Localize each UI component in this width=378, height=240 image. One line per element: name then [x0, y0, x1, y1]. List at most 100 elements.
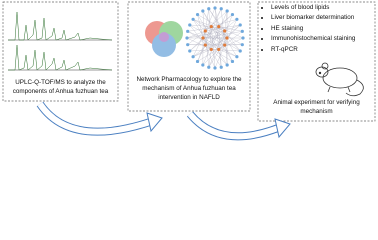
network-edge: [187, 31, 219, 50]
network-node: [219, 65, 223, 69]
network-edge: [208, 49, 212, 68]
network-edge: [193, 49, 212, 57]
network-edge: [205, 30, 228, 66]
network-edge: [187, 26, 219, 32]
step-label: Animal experiment for verifying mechanis…: [273, 99, 360, 115]
network-edge: [208, 30, 225, 68]
network-node: [217, 24, 221, 29]
network-edge: [211, 26, 243, 45]
network-edge: [189, 24, 212, 27]
network-node: [225, 63, 229, 67]
network-edge: [205, 10, 228, 32]
step-label: UPLC-Q-TOF/MS to analyze the components …: [12, 79, 109, 95]
network-node: [203, 43, 207, 47]
network-edge: [208, 8, 228, 39]
network-node: [195, 12, 200, 17]
network-edge: [214, 7, 219, 50]
network: [185, 6, 245, 70]
diagram: UPLC-Q-TOF/MS to analyze the components …: [0, 0, 378, 151]
network-edge: [205, 8, 222, 46]
network-edge: [197, 44, 225, 62]
network-edge: [211, 26, 233, 62]
method-list: Levels of blood lipids Liver biomarker d…: [262, 3, 378, 55]
flow-arrow: [36, 101, 291, 141]
network-node: [186, 29, 190, 33]
network-node: [230, 59, 235, 64]
network-node: [235, 17, 239, 21]
network-node: [217, 47, 221, 52]
network-node: [185, 36, 189, 40]
step-box: [257, 1, 376, 122]
network-edge: [218, 31, 243, 50]
network-node: [195, 59, 200, 64]
network-node: [238, 49, 242, 53]
network-edge: [205, 30, 209, 68]
network-node: [203, 29, 207, 33]
step-box: [2, 1, 119, 102]
network-node: [201, 63, 205, 67]
step-label: Network Pharmacology to explore the mech…: [136, 76, 242, 101]
network-node: [213, 66, 217, 70]
network-edge: [211, 8, 222, 27]
network-node: [219, 7, 223, 11]
network-edge: [189, 24, 225, 46]
network-edge: [211, 10, 228, 50]
method-item: Immunohistochemical staining: [271, 34, 378, 44]
step-box: [127, 1, 251, 112]
network-edge: [211, 49, 228, 66]
network-node: [225, 9, 229, 13]
network-edge: [192, 30, 206, 57]
venn-diagram: [145, 21, 183, 57]
network-edge: [224, 30, 241, 52]
network-node: [209, 47, 213, 52]
network-edge: [202, 49, 219, 66]
network-edge: [189, 24, 206, 46]
network-edge: [226, 37, 241, 52]
network-edge: [208, 8, 212, 50]
network-node: [191, 17, 195, 21]
network-edge: [202, 7, 216, 39]
network-edge: [197, 14, 219, 50]
network-edge: [221, 8, 225, 46]
network-edge: [224, 10, 228, 31]
network-edge: [193, 19, 225, 32]
method-item: Levels of blood lipids: [271, 3, 378, 13]
method-item: HE staining: [271, 24, 378, 34]
network-edge: [218, 26, 222, 68]
network-edge: [218, 26, 243, 32]
network-node: [241, 36, 245, 40]
network-node: [188, 23, 192, 27]
network-node: [240, 29, 244, 33]
network-edge: [218, 26, 244, 39]
network-edge: [202, 31, 243, 39]
method-item: Liver biomarker determination: [271, 13, 378, 23]
network-node: [238, 23, 242, 27]
network-edge: [208, 8, 225, 32]
network-node: [230, 12, 235, 17]
network-edge: [205, 30, 241, 52]
network-edge: [197, 14, 219, 27]
network-edge: [205, 24, 241, 32]
diagram-graphics: [2, 1, 376, 141]
network-edge: [224, 24, 241, 32]
network-edge: [202, 37, 222, 68]
network-node: [235, 55, 239, 59]
network-node: [223, 43, 227, 47]
network-edge: [186, 30, 206, 39]
network-node: [201, 36, 205, 40]
network-edge: [211, 19, 237, 27]
network-edge: [193, 30, 225, 57]
network-edge: [202, 10, 212, 27]
network-node: [223, 29, 227, 33]
network-node: [191, 55, 195, 59]
network-edge: [224, 30, 228, 66]
network-node: [186, 43, 190, 47]
network-node: [201, 9, 205, 13]
network-edge: [218, 37, 244, 50]
network-edge: [214, 7, 219, 27]
network-node: [225, 36, 229, 40]
network-edge: [202, 10, 206, 46]
method-item: RT-qPCR: [271, 45, 378, 55]
network-node: [240, 43, 244, 47]
network-edge: [218, 14, 233, 27]
